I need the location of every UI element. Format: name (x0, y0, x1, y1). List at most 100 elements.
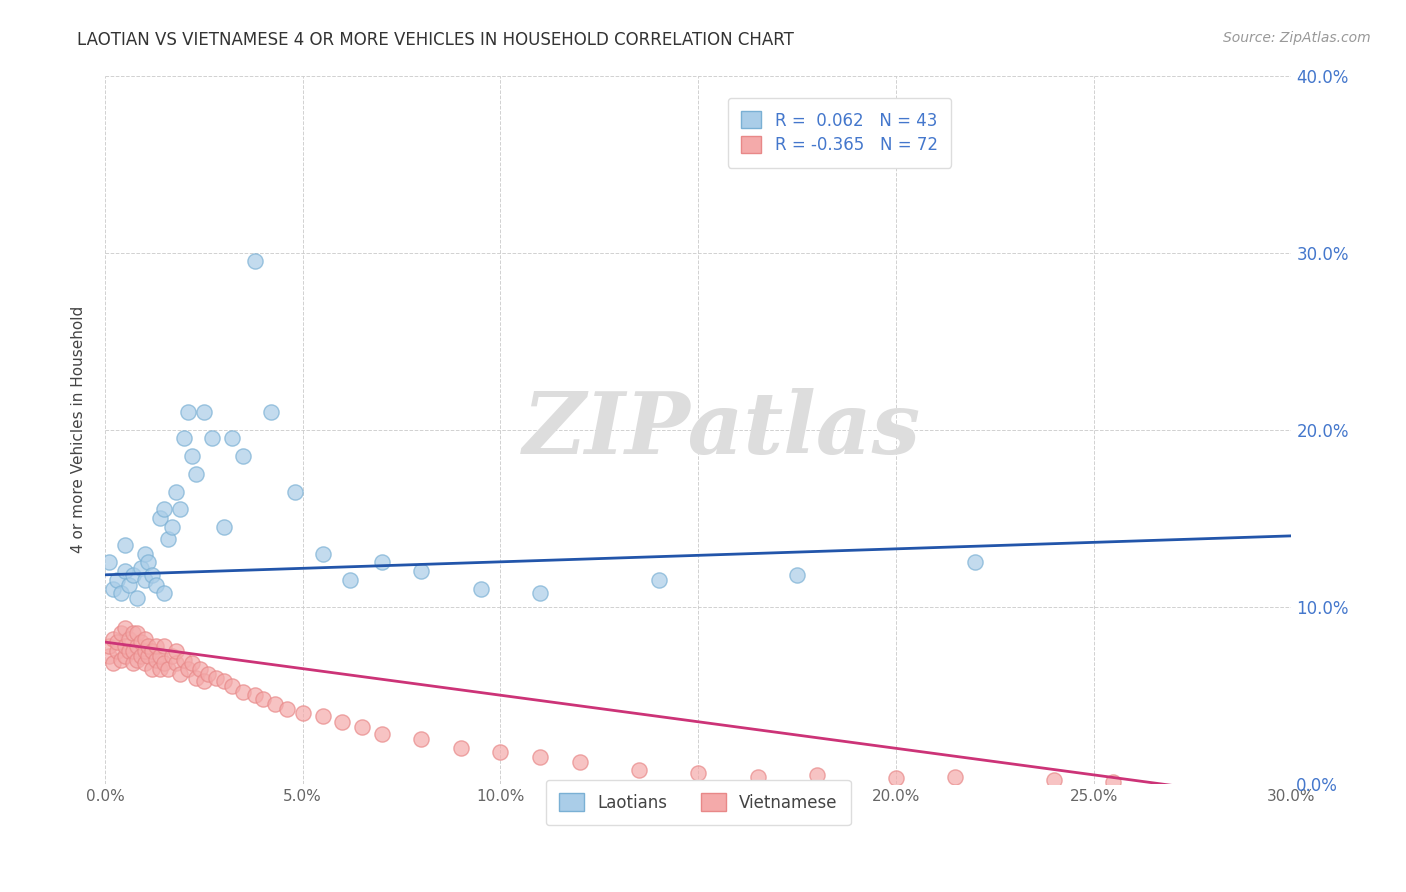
Point (193, 674, 215, 689)
Point (110, 585, 132, 599)
Point (311, 709, 333, 723)
Point (204, 671, 226, 685)
Point (221, 679, 243, 693)
Point (101, 582, 124, 596)
Point (114, 621, 136, 635)
Legend: Laotians, Vietnamese: Laotians, Vietnamese (546, 780, 851, 825)
Text: ZIPatlas: ZIPatlas (523, 388, 921, 471)
Point (489, 745, 512, 759)
Point (110, 653, 132, 667)
Point (197, 667, 219, 681)
Point (149, 649, 172, 664)
Point (965, 556, 987, 570)
Text: LAOTIAN VS VIETNAMESE 4 OR MORE VEHICLES IN HOUSEHOLD CORRELATION CHART: LAOTIAN VS VIETNAMESE 4 OR MORE VEHICLES… (77, 31, 794, 49)
Point (141, 567, 163, 582)
Point (184, 467, 207, 481)
Point (173, 432, 195, 446)
Point (184, 671, 207, 685)
Point (149, 662, 172, 676)
Point (177, 405, 200, 419)
Text: Source: ZipAtlas.com: Source: ZipAtlas.com (1223, 31, 1371, 45)
Point (121, 644, 143, 658)
Point (291, 706, 314, 720)
Point (153, 585, 176, 599)
Point (134, 547, 156, 561)
Point (411, 732, 433, 747)
Point (121, 626, 143, 640)
Point (181, 657, 204, 671)
Point (806, 768, 828, 782)
Point (165, 644, 187, 658)
Point (141, 644, 163, 658)
Point (145, 653, 167, 667)
Point (118, 632, 141, 646)
Point (157, 662, 180, 676)
Point (114, 538, 136, 552)
Point (121, 657, 143, 671)
Point (105, 573, 128, 587)
Point (138, 639, 160, 653)
Point (260, 405, 283, 419)
Point (134, 573, 156, 587)
Point (232, 684, 254, 698)
Point (173, 653, 195, 667)
Point (470, 582, 492, 596)
Point (212, 520, 235, 534)
Point (371, 727, 394, 741)
Point (284, 484, 307, 499)
Point (101, 632, 124, 646)
Point (125, 626, 148, 640)
Point (529, 750, 551, 764)
Point (193, 405, 215, 419)
Point (125, 653, 148, 667)
Point (153, 639, 176, 653)
Point (177, 662, 200, 676)
Point (276, 702, 298, 716)
Point (125, 591, 148, 605)
Point (169, 502, 191, 516)
Y-axis label: 4 or more Vehicles in Household: 4 or more Vehicles in Household (72, 306, 86, 553)
Point (114, 649, 136, 664)
Point (134, 632, 156, 646)
Point (264, 697, 287, 711)
Point (105, 635, 128, 649)
Point (201, 432, 224, 446)
Point (232, 449, 254, 463)
Point (221, 432, 243, 446)
Point (114, 564, 136, 578)
Point (943, 770, 966, 784)
Point (212, 674, 235, 689)
Point (97, 556, 120, 570)
Point (1102, 775, 1125, 789)
Point (110, 626, 132, 640)
Point (252, 691, 274, 706)
Point (169, 667, 191, 681)
Point (311, 547, 333, 561)
Point (1043, 773, 1066, 788)
Point (568, 756, 591, 770)
Point (118, 644, 141, 658)
Point (153, 657, 176, 671)
Point (411, 564, 433, 578)
Point (97, 639, 120, 653)
Point (129, 560, 152, 574)
Point (149, 511, 172, 525)
Point (330, 714, 353, 729)
Point (160, 649, 183, 664)
Point (747, 770, 769, 784)
Point (688, 766, 710, 780)
Point (101, 657, 124, 671)
Point (647, 573, 669, 587)
Point (138, 556, 160, 570)
Point (245, 688, 267, 702)
Point (145, 578, 167, 592)
Point (114, 639, 136, 653)
Point (188, 662, 211, 676)
Point (627, 763, 650, 777)
Point (118, 578, 141, 592)
Point (153, 502, 176, 516)
Point (165, 484, 187, 499)
Point (450, 741, 472, 756)
Point (245, 254, 267, 268)
Point (181, 449, 204, 463)
